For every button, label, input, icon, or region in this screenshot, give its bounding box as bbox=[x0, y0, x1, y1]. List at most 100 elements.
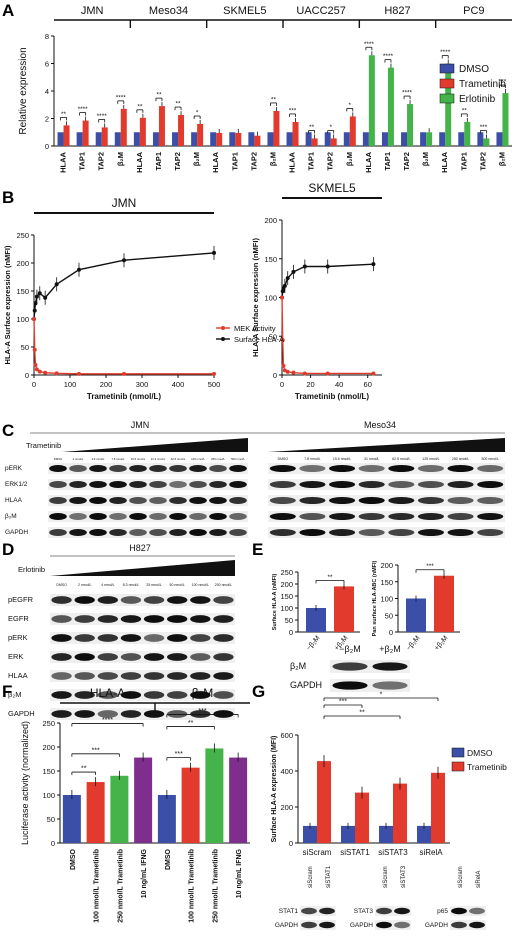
panel-d-band bbox=[74, 596, 95, 604]
panel-g-bar-trametinib bbox=[317, 761, 331, 843]
panel-a-bar-dmso bbox=[439, 132, 446, 146]
panel-c-meso-band bbox=[358, 528, 385, 537]
panel-d-lane-label: 4 nmol/L bbox=[101, 583, 114, 587]
panel-f-sig-stars: ** bbox=[81, 766, 87, 773]
panel-c-meso-band bbox=[477, 512, 504, 521]
panel-f-bar bbox=[134, 757, 153, 843]
panel-b-legend-marker bbox=[221, 326, 225, 330]
panel-a-sig-stars: ** bbox=[176, 101, 182, 108]
panel-g-bar-dmso bbox=[341, 825, 355, 843]
panel-d-band bbox=[190, 653, 211, 661]
panel-g-blot-band bbox=[376, 921, 392, 929]
panel-b-y-tick-label: 0 bbox=[25, 371, 29, 380]
panel-c-jmn-band bbox=[229, 528, 247, 537]
panel-d-band bbox=[143, 615, 165, 623]
panel-e-y-tick-label: 200 bbox=[380, 561, 393, 570]
panel-f-bar bbox=[181, 767, 200, 843]
panel-d-band bbox=[190, 596, 211, 604]
panel-g-blot-band bbox=[319, 907, 335, 915]
panel-b-legend-marker bbox=[221, 337, 225, 341]
panel-c-meso-band bbox=[329, 464, 356, 473]
panel-b-point bbox=[280, 289, 285, 294]
panel-c-jmn-strip bbox=[48, 527, 248, 538]
panel-g-blot-row-label: STAT1 bbox=[279, 908, 299, 915]
panel-b-y-tick-label: 100 bbox=[264, 294, 277, 303]
panel-b-point bbox=[122, 371, 126, 376]
panel-b-point bbox=[37, 369, 42, 374]
panel-g-bar-trametinib bbox=[355, 792, 369, 843]
panel-a-tick-label: TAP2 bbox=[402, 152, 411, 171]
panel-a-tick-label: HLAA bbox=[135, 151, 144, 172]
panel-d-band bbox=[167, 672, 188, 680]
panel-d-band bbox=[143, 653, 165, 661]
panel-a-bar-dmso bbox=[76, 132, 83, 146]
panel-c-jmn-band bbox=[89, 480, 107, 489]
panel-d-band bbox=[51, 710, 72, 718]
panel-b-point bbox=[33, 362, 38, 367]
panel-a-bar-treatment bbox=[63, 125, 70, 146]
panel-c-row-label: β₂M bbox=[5, 513, 17, 520]
panel-a-sig-stars: **** bbox=[402, 90, 413, 97]
panel-b-x-tick-label: 40 bbox=[335, 380, 343, 389]
panel-g-legend-swatch bbox=[451, 747, 465, 758]
panel-f-y-tick-label: 50 bbox=[47, 815, 55, 824]
panel-c-meso-band bbox=[329, 512, 356, 521]
panel-c-jmn-band bbox=[189, 512, 207, 521]
panel-c-jmn-band bbox=[89, 464, 107, 473]
panel-a-bar-treatment bbox=[387, 67, 394, 146]
panel-g-x-tick-label: siSTAT1 bbox=[340, 848, 370, 857]
panel-c-meso-band bbox=[417, 528, 444, 537]
panel-c-jmn-band bbox=[229, 464, 247, 473]
panel-a-bar-treatment bbox=[349, 116, 356, 146]
panel-g-blot-band bbox=[319, 921, 335, 929]
panel-g-blot-band bbox=[301, 907, 317, 915]
panel-c-meso-lane-label: 500 nmol/L bbox=[482, 457, 499, 461]
panel-c-jmn-band bbox=[209, 496, 227, 505]
panel-a-bar-dmso bbox=[267, 132, 274, 146]
panel-d-band bbox=[97, 653, 118, 661]
panel-f-sig-stars: *** bbox=[175, 751, 183, 758]
panel-e-bar bbox=[406, 598, 426, 632]
panel-c-meso-strip bbox=[268, 479, 505, 490]
panel-a-tick-label: β₂M bbox=[497, 152, 506, 166]
panel-b-point bbox=[77, 371, 81, 376]
panel-e-y-tick-label: 200 bbox=[280, 580, 293, 589]
panel-e-y-tick-label: 100 bbox=[280, 604, 293, 613]
panel-b-point bbox=[43, 370, 48, 375]
panel-a-bar-treatment bbox=[101, 127, 108, 146]
panel-a-legend-label: Trametinib bbox=[459, 79, 506, 90]
panel-a-tick-label: HLAA bbox=[211, 151, 220, 172]
panel-a-sig-stars: ** bbox=[462, 107, 468, 114]
panel-c-meso-band bbox=[388, 480, 415, 489]
panel-g-x-tick-label: siRelA bbox=[419, 848, 443, 857]
panel-g-blot-band bbox=[451, 921, 467, 929]
panel-b-x-tick-label: 60 bbox=[364, 380, 372, 389]
panel-d-band bbox=[74, 691, 95, 699]
panel-c-jmn-band bbox=[209, 528, 227, 537]
panel-label-e: E bbox=[252, 540, 263, 559]
panel-a-bar-treatment bbox=[502, 93, 509, 146]
panel-c-jmn-band bbox=[149, 464, 167, 473]
panel-c-jmn-strip bbox=[48, 495, 248, 506]
panel-c-row-label: ERK1/2 bbox=[5, 481, 28, 488]
panel-a-sig-stars: *** bbox=[480, 124, 488, 131]
panel-g-legend-label: DMSO bbox=[467, 748, 493, 758]
panel-a-y-tick-label: 8 bbox=[45, 32, 49, 41]
panel-a-bar-treatment bbox=[82, 120, 89, 146]
panel-d-band bbox=[143, 691, 165, 699]
panel-g-blot-strip bbox=[300, 920, 336, 930]
panel-g-x-tick-label: siScram bbox=[303, 848, 332, 857]
panel-b-y-tick-label: 150 bbox=[264, 255, 277, 264]
panel-a-sig-stars: ** bbox=[137, 103, 143, 110]
panel-d-row-label: GAPDH bbox=[8, 709, 35, 718]
panel-e-y-tick-label: 0 bbox=[389, 628, 393, 637]
panel-f-y-tick-label: 200 bbox=[42, 743, 55, 752]
panel-c-jmn-band bbox=[69, 480, 87, 489]
panel-d-band bbox=[190, 672, 211, 680]
panel-a-bar-treatment bbox=[235, 132, 242, 146]
panel-g-blot-lane-label: siScram bbox=[383, 866, 389, 888]
panel-c-meso-band bbox=[299, 464, 326, 473]
panel-a-bar-treatment bbox=[483, 138, 490, 146]
panel-a-tick-label: TAP2 bbox=[97, 152, 106, 171]
panel-a-bar-dmso bbox=[401, 132, 408, 146]
